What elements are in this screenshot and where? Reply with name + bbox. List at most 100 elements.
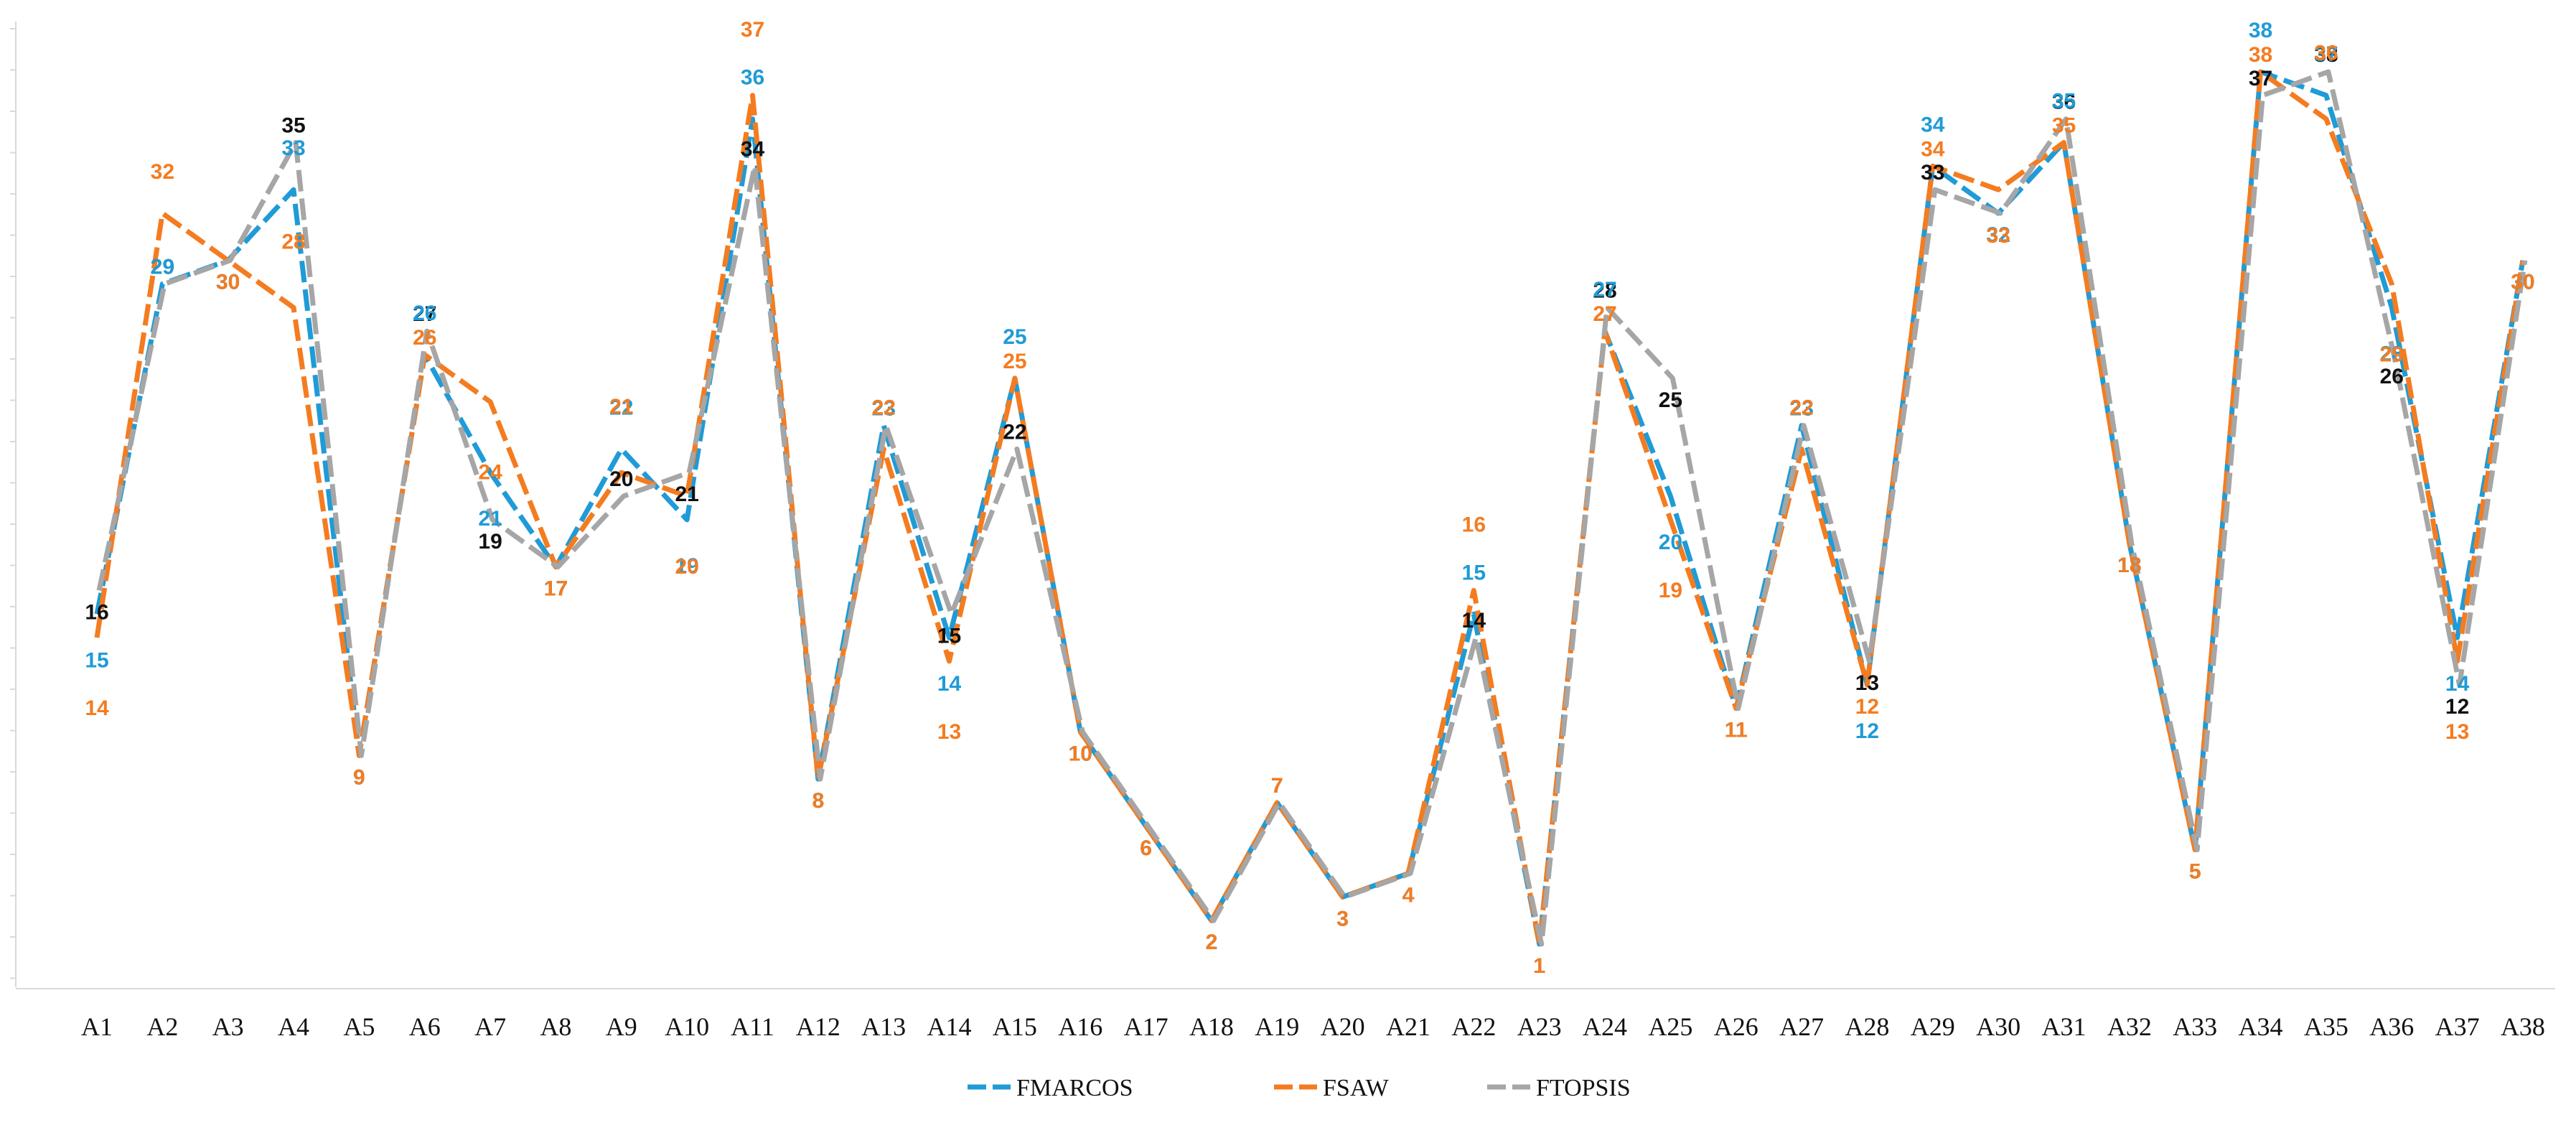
data-label-fmarcos: 28 xyxy=(2380,342,2404,365)
data-label-fmarcos: 9 xyxy=(353,765,365,789)
data-label-fsaw: 5 xyxy=(2189,860,2201,884)
data-label-fmarcos: 15 xyxy=(85,648,108,672)
data-label-fsaw: 2 xyxy=(1206,930,1218,954)
data-label-ftopsis: 33 xyxy=(1921,161,1944,185)
data-label-ftopsis: 18 xyxy=(2117,554,2141,577)
data-label-fsaw: 4 xyxy=(1402,883,1415,907)
legend-label-fmarcos: FMARCOS xyxy=(1016,1075,1133,1101)
x-tick-label: A33 xyxy=(2173,1012,2217,1041)
data-label-fsaw: 7 xyxy=(1271,774,1283,798)
x-tick-label: A23 xyxy=(1517,1012,1562,1041)
data-label-fsaw: 20 xyxy=(675,555,698,579)
data-label-fmarcos: 30 xyxy=(2511,271,2534,294)
x-tick-label: A17 xyxy=(1124,1012,1168,1041)
data-label-fsaw: 12 xyxy=(1855,695,1879,719)
data-label-fsaw: 22 xyxy=(872,396,896,419)
x-axis-tick-labels: A1 A2 A3 A4 A5 A6 A7 A8 A9 A10 A11 A12 A13 A14 A15 A16 A… xyxy=(81,1012,2545,1041)
data-label-ftopsis: 29 xyxy=(151,256,174,279)
x-tick-label: A6 xyxy=(409,1012,441,1041)
data-label-ftopsis: 23 xyxy=(872,397,896,421)
y-axis-ticks xyxy=(10,28,16,979)
data-label-ftopsis: 28 xyxy=(1593,279,1616,302)
data-label-fsaw: 34 xyxy=(1921,137,1945,161)
data-label-fmarcos: 26 xyxy=(413,302,436,325)
x-tick-label: A29 xyxy=(1911,1012,1955,1041)
data-label-fmarcos: 23 xyxy=(872,397,896,421)
data-label-fmarcos: 38 xyxy=(2249,19,2272,42)
data-label-fsaw: 9 xyxy=(353,765,365,789)
series-line-fmarcos xyxy=(94,69,2526,947)
legend-label-ftopsis: FTOPSIS xyxy=(1536,1075,1631,1101)
data-label-ftopsis: 4 xyxy=(1402,883,1415,907)
data-label-fsaw: 16 xyxy=(1462,513,1486,536)
x-tick-label: A2 xyxy=(146,1012,178,1041)
data-label-fmarcos: 18 xyxy=(2117,554,2141,577)
x-tick-label: A3 xyxy=(212,1012,244,1041)
data-label-fsaw: 25 xyxy=(1003,350,1026,373)
data-label-fmarcos: 20 xyxy=(1659,531,1682,554)
data-label-ftopsis: 37 xyxy=(2249,67,2272,90)
x-tick-label: A18 xyxy=(1189,1012,1234,1041)
x-tick-label: A32 xyxy=(2107,1012,2152,1041)
plot-area: 1615142929323030303533289992726261921241… xyxy=(10,18,2555,1041)
data-label-fsaw: 27 xyxy=(1593,302,1616,326)
x-tick-label: A37 xyxy=(2435,1012,2480,1041)
data-label-ftopsis: 30 xyxy=(2511,271,2534,294)
data-label-fsaw: 19 xyxy=(1659,579,1682,602)
x-tick-label: A28 xyxy=(1845,1012,1889,1041)
legend: FMARCOS FSAW FTOPSIS xyxy=(968,1075,1631,1101)
data-label-fsaw: 13 xyxy=(937,720,961,744)
x-tick-label: A12 xyxy=(796,1012,840,1041)
data-label-fmarcos: 11 xyxy=(1725,719,1748,742)
data-label-ftopsis: 25 xyxy=(1659,388,1682,412)
data-label-fmarcos: 2 xyxy=(1206,930,1218,954)
data-label-fmarcos: 10 xyxy=(1069,742,1092,765)
data-label-ftopsis: 3 xyxy=(1336,907,1349,930)
data-label-ftopsis: 15 xyxy=(937,624,961,648)
x-tick-label: A27 xyxy=(1779,1012,1824,1041)
x-tick-label: A21 xyxy=(1386,1012,1430,1041)
data-label-ftopsis: 38 xyxy=(2314,43,2338,67)
data-label-ftopsis: 22 xyxy=(1003,420,1026,444)
data-label-fmarcos: 7 xyxy=(1271,774,1283,798)
data-label-fsaw: 13 xyxy=(2445,720,2469,744)
data-label-fmarcos: 23 xyxy=(1789,397,1813,421)
data-label-fmarcos: 14 xyxy=(2445,672,2470,696)
data-label-ftopsis: 6 xyxy=(1140,836,1152,860)
data-label-ftopsis: 12 xyxy=(2445,695,2469,719)
data-label-fmarcos: 34 xyxy=(1921,113,1945,136)
x-tick-label: A25 xyxy=(1648,1012,1692,1041)
data-label-fmarcos: 17 xyxy=(544,577,568,601)
series-line-ftopsis xyxy=(96,69,2528,947)
data-label-ftopsis: 35 xyxy=(281,114,305,138)
data-label-fsaw: 10 xyxy=(1069,742,1092,765)
data-label-ftopsis: 11 xyxy=(1725,719,1748,742)
data-label-fsaw: 6 xyxy=(1140,836,1152,860)
x-tick-label: A26 xyxy=(1714,1012,1758,1041)
data-label-ftopsis: 16 xyxy=(85,600,108,624)
x-tick-label: A36 xyxy=(2369,1012,2414,1041)
x-tick-label: A1 xyxy=(81,1012,113,1041)
x-tick-label: A20 xyxy=(1321,1012,1365,1041)
legend-item-fmarcos: FMARCOS xyxy=(968,1075,1133,1101)
data-label-fmarcos: 8 xyxy=(812,789,825,813)
data-label-fsaw: 3 xyxy=(1336,907,1349,930)
data-label-fsaw: 29 xyxy=(2380,343,2404,367)
data-label-fsaw: 32 xyxy=(151,160,174,184)
data-label-fsaw: 1 xyxy=(1533,954,1545,978)
data-label-ftopsis: 5 xyxy=(2189,860,2201,884)
data-label-ftopsis: 9 xyxy=(353,765,365,789)
data-label-fmarcos: 25 xyxy=(1003,325,1026,349)
data-label-ftopsis: 21 xyxy=(675,482,698,506)
data-label-ftopsis: 30 xyxy=(216,271,240,294)
data-label-fmarcos: 37 xyxy=(2314,42,2338,66)
data-label-ftopsis: 1 xyxy=(1533,954,1545,978)
data-label-fmarcos: 12 xyxy=(1855,719,1879,743)
x-tick-label: A35 xyxy=(2304,1012,2348,1041)
x-tick-label: A7 xyxy=(474,1012,506,1041)
data-label-fsaw: 36 xyxy=(2314,42,2338,65)
x-tick-label: A11 xyxy=(731,1012,774,1041)
legend-item-fsaw: FSAW xyxy=(1274,1075,1390,1101)
x-tick-label: A38 xyxy=(2501,1012,2545,1041)
